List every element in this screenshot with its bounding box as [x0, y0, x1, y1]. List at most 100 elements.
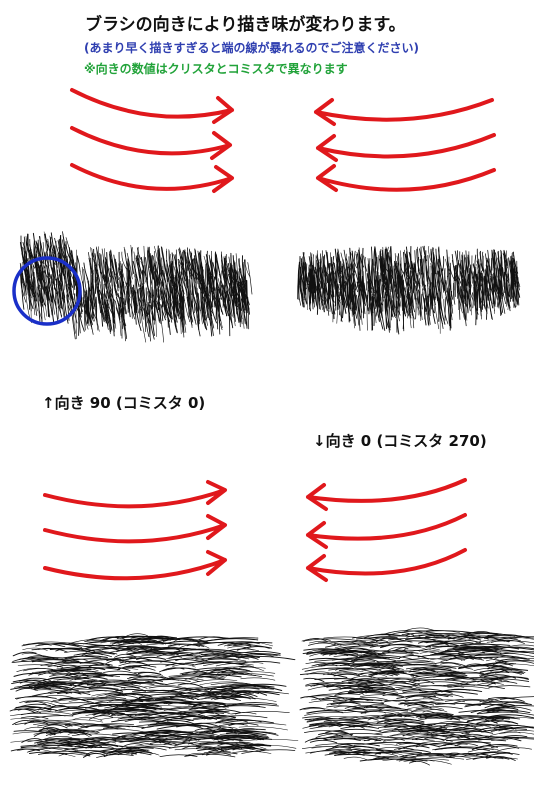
hair-stroke: [394, 268, 396, 292]
hair-stroke: [409, 666, 452, 671]
hair-stroke: [145, 695, 198, 700]
hair-stroke: [421, 258, 423, 285]
hair-stroke: [99, 289, 104, 305]
hair-stroke: [191, 261, 197, 280]
hair-stroke: [199, 742, 240, 748]
hair-stroke: [48, 728, 98, 733]
hair-stroke: [154, 263, 161, 284]
hair-stroke: [449, 288, 453, 307]
hair-stroke: [157, 277, 163, 298]
hair-stroke: [329, 735, 381, 741]
hair-stroke: [66, 742, 123, 748]
hair-stroke: [332, 748, 388, 753]
hair-stroke: [82, 281, 88, 318]
arrow-group-bottom-right: [306, 478, 467, 582]
hair-stroke: [351, 250, 354, 269]
hair-stroke: [42, 676, 90, 681]
hair-stroke: [86, 684, 126, 689]
hair-stroke: [55, 647, 82, 652]
hair-stroke: [310, 695, 348, 699]
hair-stroke: [348, 678, 390, 683]
hair-stroke: [334, 278, 337, 311]
hair-stroke: [154, 306, 157, 337]
hair-stroke: [221, 687, 260, 692]
hair-stroke: [362, 686, 390, 693]
hair-stroke: [431, 728, 484, 733]
caution-note: (あまり早く描きすぎると端の線が暴れるのでご注意ください): [84, 41, 419, 55]
hair-stroke: [168, 675, 224, 680]
hair-stroke: [53, 719, 104, 723]
hair-stroke: [310, 252, 312, 289]
hair-stroke: [299, 707, 326, 711]
arrow-group-bottom-left: [43, 480, 227, 581]
hair-stroke: [317, 250, 321, 283]
hair-stroke: [334, 643, 376, 649]
arrow-right-icon: [43, 550, 227, 581]
hair-stroke: [223, 297, 227, 314]
hair-stroke: [132, 697, 183, 703]
hair-stroke: [309, 281, 312, 310]
hair-stroke: [211, 690, 254, 694]
hair-stroke: [499, 696, 534, 700]
hair-stroke: [95, 296, 98, 321]
hair-stroke: [473, 286, 479, 315]
hair-stroke: [44, 251, 47, 269]
hair-stroke: [406, 251, 409, 274]
hair-stroke: [47, 290, 53, 313]
hair-stroke: [471, 745, 498, 751]
hair-stroke: [481, 251, 484, 273]
hair-stroke: [323, 636, 375, 640]
hair-stroke: [36, 705, 74, 710]
hair-stroke: [198, 708, 241, 713]
hair-stroke: [180, 257, 186, 274]
hair-stroke: [27, 655, 56, 660]
hair-stroke: [156, 718, 194, 724]
hair-stroke: [76, 255, 81, 272]
hair-stroke: [347, 266, 350, 282]
hair-stroke: [375, 677, 420, 681]
hair-stroke: [197, 746, 253, 752]
hair-stroke: [511, 283, 516, 309]
hair-stroke: [415, 685, 465, 689]
hair-stroke: [342, 749, 402, 755]
hair-stroke: [433, 674, 469, 678]
hair-stroke: [60, 243, 62, 270]
hair-stroke: [227, 263, 233, 297]
hair-stroke: [24, 720, 48, 725]
hair-stroke: [352, 662, 403, 666]
hair-stroke: [417, 289, 420, 306]
hair-stroke: [215, 259, 221, 278]
hair-stroke: [460, 724, 491, 729]
hair-stroke: [46, 251, 51, 279]
hair-stroke: [221, 693, 254, 698]
hair-stroke: [416, 288, 419, 309]
hair-stroke: [192, 285, 199, 319]
hair-stroke: [197, 711, 220, 716]
hair-stroke: [306, 649, 357, 655]
hair-stroke: [38, 750, 90, 755]
hair-stroke: [195, 695, 237, 700]
hair-stroke: [21, 738, 43, 743]
hair-stroke: [487, 249, 490, 283]
hair-stroke: [479, 668, 529, 673]
hair-stroke: [490, 729, 521, 734]
hair-stroke: [10, 748, 41, 752]
hair-stroke: [27, 233, 30, 263]
hair-stroke: [197, 266, 204, 292]
hair-stroke: [395, 658, 449, 663]
hair-stroke: [236, 270, 241, 288]
hair-stroke: [510, 256, 516, 283]
hair-stroke: [419, 278, 421, 315]
hair-stroke: [343, 249, 348, 272]
hair-stroke: [306, 709, 367, 714]
hair-stroke: [218, 723, 248, 727]
hair-stroke: [486, 659, 508, 664]
hair-stroke: [236, 300, 240, 323]
hair-stroke: [62, 702, 113, 707]
hair-stroke: [38, 728, 62, 733]
hair-stroke: [211, 302, 217, 324]
hair-stroke: [147, 291, 152, 315]
hair-stroke: [59, 235, 65, 259]
hair-stroke: [207, 273, 210, 300]
hair-stroke: [338, 668, 382, 672]
